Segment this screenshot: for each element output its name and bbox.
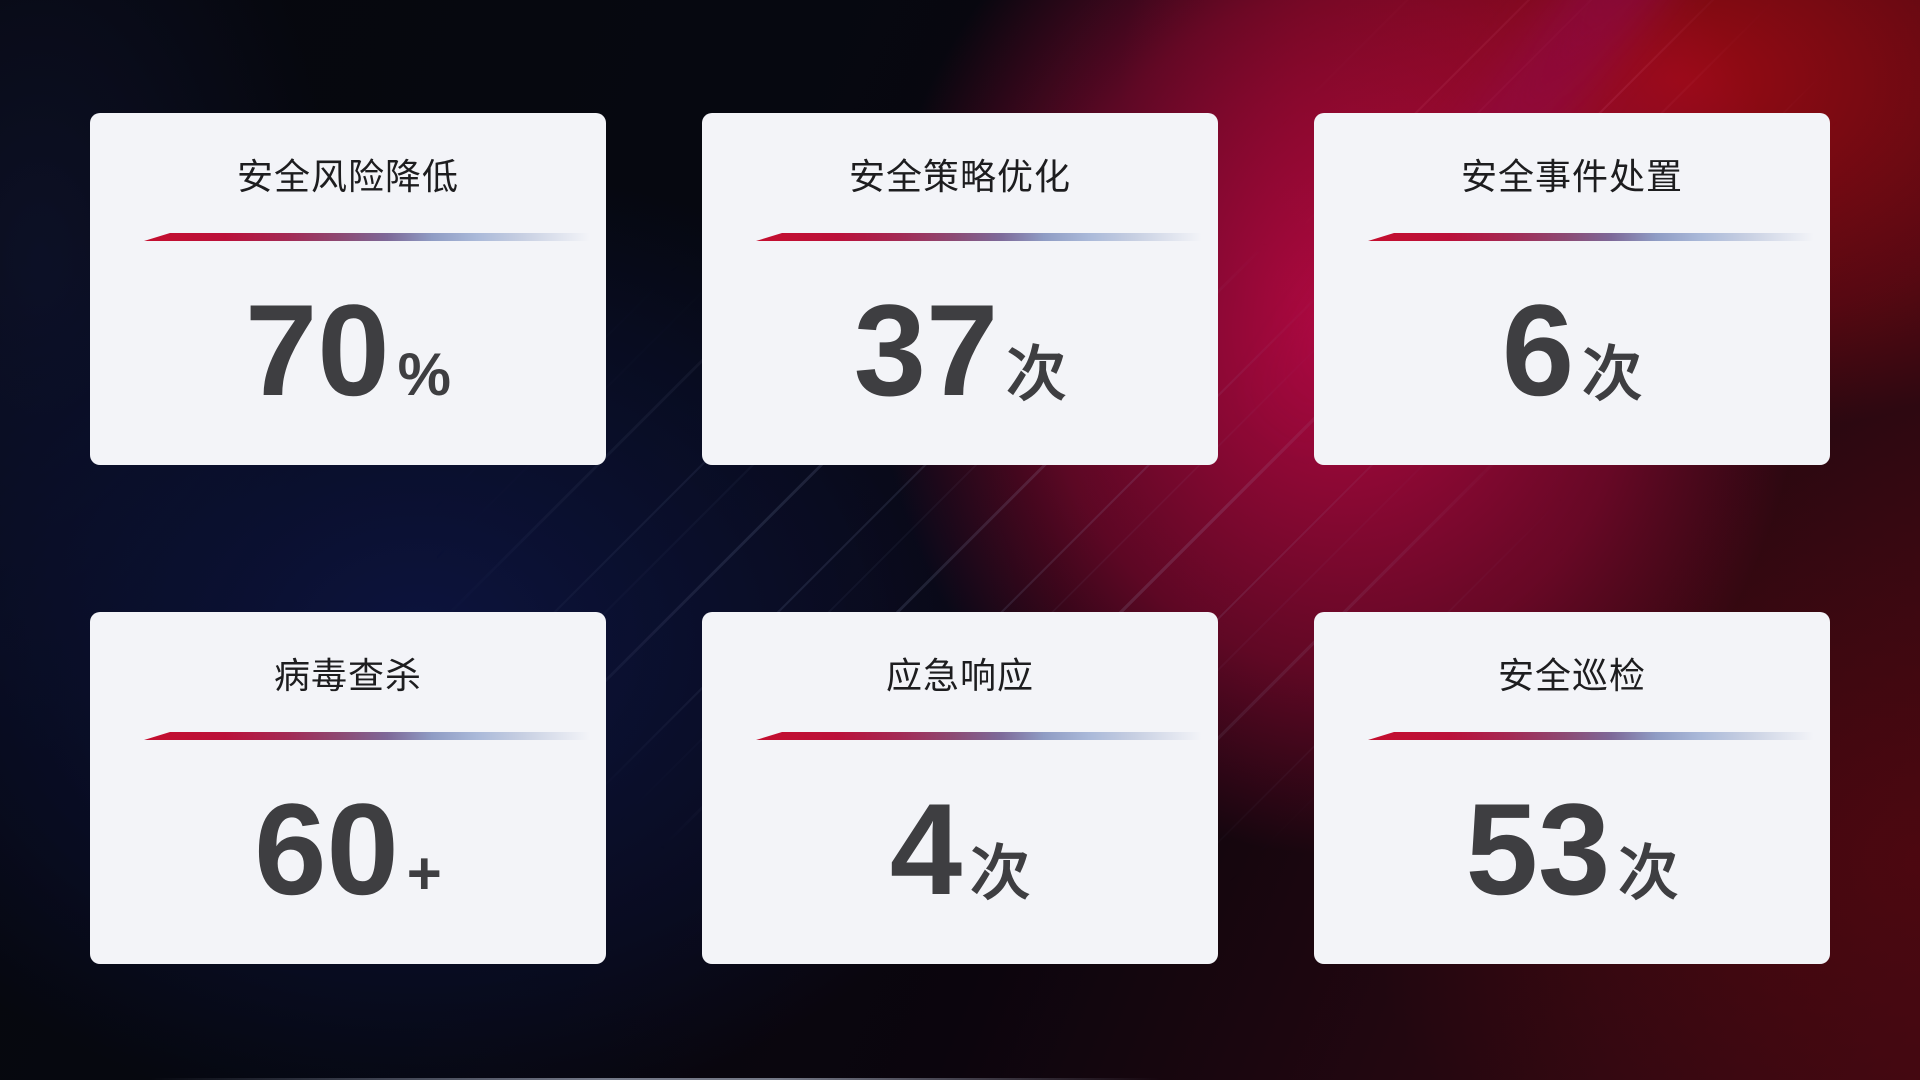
stat-card-risk-reduction: 安全风险降低 70 % (90, 113, 606, 465)
stat-card-title: 应急响应 (885, 655, 1034, 696)
stat-card-title: 安全策略优化 (848, 156, 1071, 197)
stats-grid: 安全风险降低 70 % 安全策略优化 37 次 安全事件处置 6 次 病毒查 (90, 113, 1830, 964)
stat-unit: % (397, 341, 451, 408)
stat-card-title: 安全事件处置 (1460, 156, 1683, 197)
stat-unit: + (406, 840, 442, 907)
stat-value-row: 37 次 (702, 285, 1218, 415)
gradient-divider (756, 233, 1206, 241)
stat-card-title: 安全风险降低 (236, 156, 459, 197)
gradient-divider (756, 732, 1206, 740)
stat-card-security-inspection: 安全巡检 53 次 (1314, 612, 1830, 964)
stat-unit: 次 (1006, 341, 1067, 408)
stat-card-virus-scan: 病毒查杀 60 + (90, 612, 606, 964)
gradient-divider (1368, 732, 1818, 740)
stat-value: 37 (853, 277, 999, 423)
gradient-divider (1368, 233, 1818, 241)
stat-card-policy-optimization: 安全策略优化 37 次 (702, 113, 1218, 465)
stat-card-title: 病毒查杀 (273, 655, 422, 696)
stat-unit: 次 (970, 840, 1031, 907)
stat-card-incident-handling: 安全事件处置 6 次 (1314, 113, 1830, 465)
gradient-divider (144, 233, 594, 241)
gradient-divider (144, 732, 594, 740)
stat-value-row: 4 次 (702, 784, 1218, 914)
stat-value: 60 (254, 776, 399, 922)
stat-value: 4 (889, 776, 963, 922)
stat-value: 6 (1501, 277, 1575, 423)
bottom-hairline-decoration (150, 1078, 1160, 1080)
stat-value: 53 (1465, 776, 1611, 922)
stat-card-emergency-response: 应急响应 4 次 (702, 612, 1218, 964)
stat-unit: 次 (1582, 341, 1643, 408)
stat-value-row: 6 次 (1314, 285, 1830, 415)
stat-value: 70 (245, 277, 390, 423)
stat-value-row: 70 % (90, 285, 606, 415)
stat-value-row: 60 + (90, 784, 606, 914)
stat-value-row: 53 次 (1314, 784, 1830, 914)
stat-card-title: 安全巡检 (1497, 655, 1646, 696)
stat-unit: 次 (1618, 840, 1679, 907)
